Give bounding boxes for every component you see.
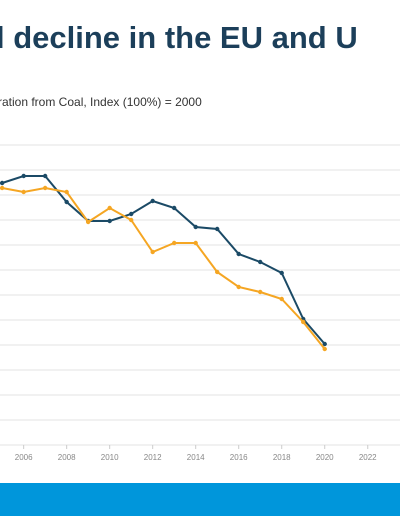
- plot-area: [0, 173, 327, 352]
- data-point: [322, 341, 327, 347]
- series-line: [1, 175, 326, 345]
- data-point: [107, 205, 112, 211]
- x-tick-label: 2016: [230, 453, 248, 462]
- x-tick-label: 2012: [144, 453, 162, 462]
- data-point: [258, 259, 263, 265]
- data-point: [64, 199, 69, 205]
- data-point: [64, 189, 69, 195]
- data-point: [236, 284, 241, 290]
- data-point: [193, 240, 198, 246]
- data-point: [215, 226, 220, 232]
- x-tick-label: 2018: [273, 453, 291, 462]
- data-point: [128, 211, 134, 217]
- data-point: [279, 296, 284, 302]
- data-point: [193, 224, 198, 230]
- data-point: [128, 217, 134, 223]
- data-point: [107, 218, 112, 224]
- data-point: [42, 173, 48, 179]
- x-tick-label: 2020: [316, 453, 334, 462]
- data-point: [150, 198, 155, 204]
- data-point: [0, 185, 5, 191]
- x-tick-label: 2014: [187, 453, 205, 462]
- data-point: [279, 270, 284, 276]
- data-point: [85, 219, 91, 225]
- data-point: [171, 240, 177, 246]
- x-tick-label: 2006: [15, 453, 33, 462]
- data-point: [150, 249, 155, 255]
- data-point: [42, 185, 48, 191]
- data-point: [258, 289, 263, 295]
- x-tick-label: 2010: [101, 453, 119, 462]
- data-point: [21, 173, 26, 179]
- data-point: [0, 180, 5, 186]
- data-point: [301, 319, 306, 325]
- x-tick-label: 2022: [359, 453, 377, 462]
- chart-subtitle: ration from Coal, Index (100%) = 2000: [0, 95, 202, 109]
- chart-title: l decline in the EU and U: [0, 20, 358, 55]
- grid: [0, 144, 400, 449]
- x-tick-label: 2008: [58, 453, 76, 462]
- series-line: [1, 186, 326, 350]
- data-point: [322, 346, 327, 352]
- data-point: [215, 269, 220, 275]
- footer-bar: [0, 483, 400, 516]
- data-point: [21, 189, 26, 195]
- data-point: [236, 251, 241, 257]
- data-point: [171, 205, 177, 211]
